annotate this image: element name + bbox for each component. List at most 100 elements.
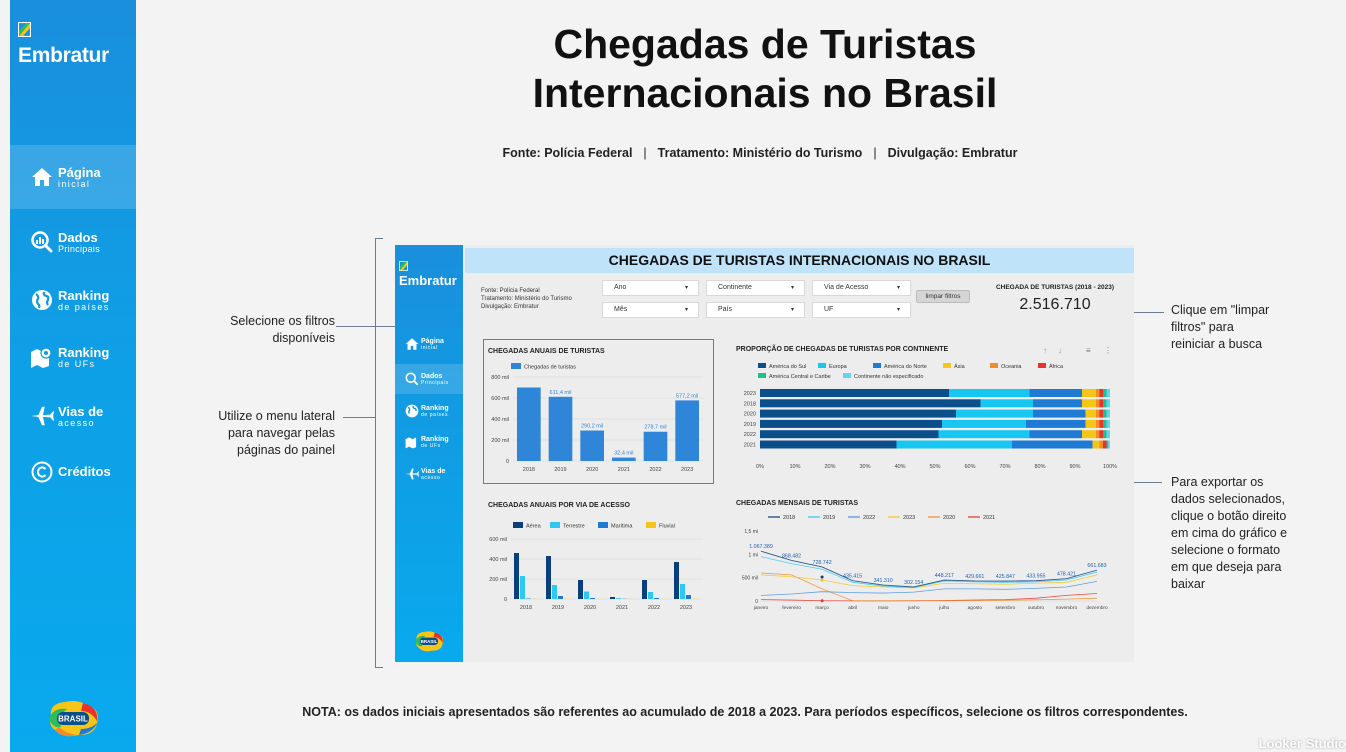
filter-via-acesso[interactable]: Via de Acesso ▾ (812, 280, 911, 296)
source-tratamento: Tratamento: Ministério do Turismo (657, 146, 863, 160)
bar-segment (1012, 440, 1093, 449)
limpar-filtros-button[interactable]: limpar filtros (916, 290, 970, 303)
bar-segment (1103, 419, 1107, 428)
legend-label: Chegadas de turistas (524, 365, 576, 371)
filter-label: Mês (614, 306, 628, 313)
x-tick-label: 30% (859, 464, 870, 470)
bar (548, 396, 573, 461)
bar (654, 598, 659, 599)
filter-ano[interactable]: Ano ▾ (602, 280, 699, 296)
bracket-line (375, 667, 383, 668)
chart-mensais[interactable]: CHEGADAS MENSAIS DE TURISTAS 2018 2019 2022… (728, 495, 1128, 623)
filter-label: Ano (614, 284, 627, 291)
x-tick-label: 2020 (586, 467, 598, 473)
bar-data-label: 278,7 mil (644, 425, 666, 431)
y-tick-label: 2018 (744, 401, 756, 407)
legend-swatch (758, 373, 766, 378)
legend-swatch (513, 522, 523, 528)
bar (558, 596, 563, 599)
bar (686, 595, 691, 599)
sidebar: Embratur Página inicial Dados Principais R… (10, 0, 136, 752)
y-tick-label: 2019 (744, 422, 756, 428)
chart-title: CHEGADAS MENSAIS DE TURISTAS (736, 500, 858, 507)
sort-asc-icon: ↑ (1043, 346, 1047, 355)
legend-swatch (843, 373, 851, 378)
bar-segment (1106, 409, 1110, 418)
bar-segment (1029, 389, 1082, 397)
map-pin-icon (405, 437, 417, 449)
bar (642, 580, 647, 599)
legend-label: Europa (829, 364, 848, 370)
x-tick-label: 2020 (584, 605, 596, 611)
sidebar-item-pagina-inicial[interactable]: Página inicial (10, 145, 136, 209)
annotation-line: Utilize o menu lateral (218, 409, 335, 423)
annotation-line: disponíveis (272, 331, 335, 345)
annotation-line: Clique em "limpar (1171, 303, 1270, 317)
chart-search-icon (30, 230, 54, 254)
sort-desc-icon: ↓ (1058, 346, 1062, 355)
bar (643, 431, 668, 461)
filter-label: Continente (718, 284, 752, 291)
bar-segment (1085, 419, 1096, 428)
point-label: 448.217 (935, 573, 954, 579)
annotation-filtros: Selecione os filtros disponíveis (180, 313, 335, 347)
point-label: 429.661 (965, 574, 984, 580)
filter-continente[interactable]: Continente ▾ (706, 280, 805, 296)
bar-segment (760, 440, 897, 449)
dashboard-nav-sublabel: de UFs (421, 442, 441, 449)
x-tick-label: julho (938, 605, 949, 611)
dashboard-nav-label: Ranking (421, 435, 449, 443)
sidebar-item-creditos[interactable]: Créditos (10, 440, 136, 504)
bracket-line (375, 238, 383, 239)
annotation-line: baixar (1171, 577, 1206, 591)
sidebar-item-dados-principais[interactable]: Dados Principais (10, 210, 136, 274)
y-tick-label: 1 mi (749, 552, 758, 558)
filter-mes[interactable]: Mês ▾ (602, 302, 699, 318)
bar-segment (980, 399, 1033, 408)
dashboard-nav-pagina-inicial[interactable]: Página inicial (395, 329, 463, 359)
chart-via-acesso[interactable]: CHEGADAS ANUAIS POR VIA DE ACESSO Aérea Te… (483, 495, 714, 623)
embratur-logo[interactable]: Embratur (18, 22, 109, 68)
dashboard-nav-label: Vias de (421, 467, 446, 475)
bar-segment (1099, 419, 1103, 428)
point-label: 661.683 (1087, 563, 1106, 569)
x-tick-label: 2021 (618, 467, 630, 473)
looker-studio-brand: Looker Studio (1258, 736, 1346, 751)
embratur-mark-icon (18, 22, 31, 37)
sidebar-item-ranking-ufs[interactable]: Ranking de UFs (10, 325, 136, 389)
bracket-line (375, 238, 376, 668)
dashboard-nav-label: Página (421, 337, 444, 345)
dashboard-title: CHEGADAS DE TURISTAS INTERNACIONAIS NO B… (465, 248, 1134, 273)
source-fonte: Fonte: Polícia Federal (481, 288, 540, 294)
y-tick-label: 600 mil (489, 537, 507, 543)
legend-label: África (1049, 363, 1064, 370)
bar-segment (1096, 389, 1100, 397)
bar-segment (1026, 419, 1086, 428)
bar (674, 562, 679, 599)
copyright-icon (30, 460, 54, 484)
filter-uf[interactable]: UF ▾ (812, 302, 911, 318)
dashboard-nav-ranking-ufs[interactable]: Ranking de UFs (395, 427, 463, 457)
dashboard-nav-dados-principais[interactable]: Dados Principais (395, 364, 463, 394)
filter-pais[interactable]: País ▾ (706, 302, 805, 318)
chevron-down-icon: ▾ (684, 307, 688, 313)
sidebar-item-vias-acesso[interactable]: Vias de acesso (10, 384, 136, 448)
y-tick-label: 400 mil (489, 557, 507, 563)
brasil-logo: BRASIL (49, 701, 98, 737)
sidebar-item-label: Ranking (58, 287, 110, 303)
chart-proporcao-continente[interactable]: PROPORÇÃO DE CHEGADAS DE TURISTAS POR CO… (728, 339, 1128, 479)
y-tick-label: 200 mil (489, 577, 507, 583)
bar-segment (760, 399, 981, 408)
chart-chegadas-anuais[interactable]: CHEGADAS ANUAIS DE TURISTAS Chegadas de t… (483, 339, 714, 484)
chevron-down-icon: ▾ (896, 285, 900, 291)
dashboard-nav-vias-acesso[interactable]: Vias de acesso (395, 459, 463, 489)
home-icon (405, 338, 419, 350)
sidebar-item-ranking-paises[interactable]: Ranking de países (10, 268, 136, 332)
x-tick-label: janeiro (753, 605, 769, 611)
bar-segment (1096, 399, 1100, 408)
y-tick-label: 2023 (744, 391, 756, 397)
bar (552, 585, 557, 599)
bar-segment (760, 389, 949, 397)
legend-label: 2021 (983, 515, 995, 521)
dashboard-nav-ranking-paises[interactable]: Ranking de países (395, 396, 463, 426)
